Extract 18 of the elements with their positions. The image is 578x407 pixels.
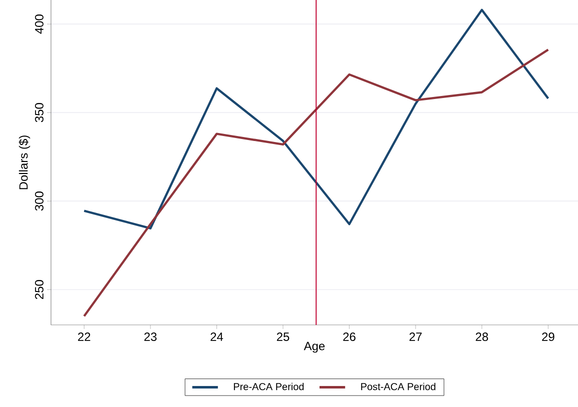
x-tick-label: 26	[343, 332, 356, 342]
x-axis-title: Age	[304, 342, 325, 353]
x-tick-label: 22	[78, 332, 90, 341]
x-tick-label: 29	[542, 332, 554, 342]
y-tick-label: 300	[34, 192, 44, 211]
y-tick-label: 400	[34, 14, 44, 34]
line-series	[83, 48, 550, 318]
y-tick-label: 250	[34, 280, 44, 300]
x-tick-label: 24	[210, 332, 224, 341]
y-tick-label: 350	[34, 103, 44, 122]
legend-label: Pre-ACA Period	[234, 382, 304, 390]
legend-label: Post-ACA Period	[361, 382, 436, 390]
line-series	[83, 8, 550, 230]
y-axis-title: Dollars ($)	[18, 136, 30, 190]
x-tick-label: 23	[144, 332, 157, 342]
x-tick-label: 27	[410, 332, 422, 341]
x-tick-label: 25	[276, 332, 290, 342]
x-tick-label: 28	[476, 332, 488, 342]
